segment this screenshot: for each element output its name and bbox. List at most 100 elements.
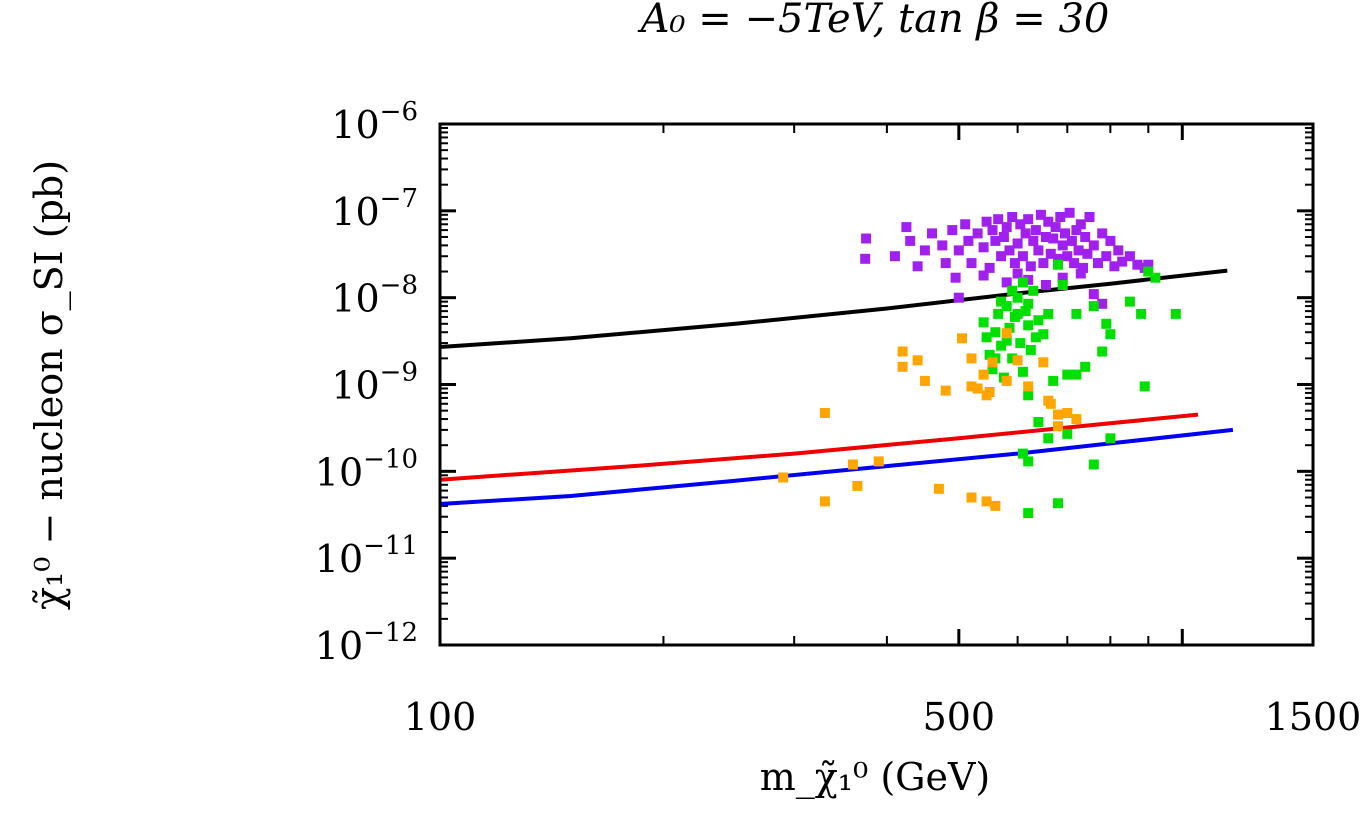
scatter-point (1001, 328, 1012, 339)
scatter-point (919, 245, 930, 256)
scatter-point (940, 258, 951, 269)
scatter-point (1105, 329, 1116, 340)
scatter-point (1025, 261, 1036, 272)
limit-curves (439, 268, 1234, 506)
scatter-point (990, 500, 1001, 511)
scatter-point (981, 496, 992, 507)
scatter-point (1139, 381, 1150, 392)
scatter-point (1055, 212, 1066, 222)
scatter-point (1028, 285, 1039, 296)
scatter-point (1078, 262, 1088, 273)
scatter-point (919, 375, 930, 386)
scatter-point (1105, 235, 1116, 246)
scatter-point (1043, 216, 1054, 227)
plot-frame (438, 122, 1315, 647)
scatter-point (1012, 308, 1023, 319)
scatter-point (897, 361, 908, 372)
x-tick-labels: 100 500 1500 (404, 695, 1362, 739)
scatter-point (981, 332, 992, 343)
scatter-point (1066, 235, 1077, 246)
scatter-point (1057, 280, 1068, 290)
scatter-point (1097, 298, 1108, 309)
scatter-point (1023, 320, 1034, 331)
scatter-point (978, 369, 989, 380)
scatter-point (1043, 308, 1054, 319)
scatter-point (993, 308, 1004, 319)
scatter-point (1023, 381, 1034, 392)
scatter-point (1060, 228, 1070, 239)
scatter-point (940, 385, 951, 396)
scatter-point (957, 333, 967, 344)
scatter-point (852, 480, 863, 491)
scatter-point (978, 270, 989, 281)
scatter-point (1038, 258, 1049, 269)
scatter-point (996, 296, 1007, 307)
scatter-point (1053, 259, 1063, 270)
scatter-point (1033, 417, 1044, 427)
scatter-point (1071, 308, 1082, 319)
scatter-point (1001, 335, 1012, 346)
scatter-point (963, 235, 974, 246)
scatter-point (953, 292, 964, 303)
scatter-point (990, 327, 1001, 338)
y-tick-label: 10−11 (315, 531, 418, 581)
scatter-point (1136, 308, 1147, 319)
scatter-point (1007, 285, 1018, 296)
scatter-point (990, 235, 1001, 246)
scatter-point (1075, 219, 1086, 230)
scatter-point (1069, 258, 1080, 269)
scatter-point (966, 258, 977, 269)
scatter-point (1101, 318, 1112, 329)
axis-ticks (438, 122, 1313, 647)
limit-curve-3 (439, 427, 1234, 506)
scatter-point (1053, 409, 1063, 420)
scatter-point (1124, 296, 1135, 307)
scatter-point (1033, 315, 1044, 326)
scatter-point (847, 459, 858, 470)
scatter-point (1084, 212, 1095, 222)
scatter-point (1035, 209, 1046, 220)
y-tick-label: 10−10 (315, 444, 418, 494)
scatter-point (1053, 421, 1063, 432)
y-tick-label: 10−9 (331, 358, 418, 408)
scatter-point (1012, 268, 1023, 279)
scatter-point (1113, 245, 1124, 256)
scatter-point (927, 228, 937, 239)
scatter-point (1062, 369, 1073, 380)
y-tick-label: 10−6 (331, 97, 418, 147)
scatter-point (860, 253, 871, 264)
scatter-point (1004, 322, 1015, 333)
y-tick-label: 10−12 (315, 618, 418, 668)
x-tick-label: 1500 (1265, 695, 1362, 739)
scatter-point (1012, 238, 1023, 249)
scatter-point (1080, 232, 1091, 242)
scatter-point (1101, 251, 1112, 262)
scatter-point (1105, 433, 1116, 444)
scatter-point (1132, 259, 1143, 270)
scatter-point (1017, 448, 1028, 459)
scatter-point (1062, 408, 1073, 418)
scatter-point (966, 381, 977, 392)
scatter-point (912, 261, 923, 272)
scatter-point (978, 317, 989, 328)
scatter-point (1023, 456, 1034, 467)
scatter-point (1015, 219, 1026, 230)
scatter-points (778, 207, 1181, 519)
scatter-point (1109, 261, 1120, 272)
scatter-point (1017, 277, 1028, 288)
scatter-point (1040, 280, 1051, 290)
scatter-point (1009, 258, 1020, 269)
scatter-point (1057, 240, 1068, 251)
scatter-point (972, 383, 983, 394)
scatter-point (1088, 459, 1099, 470)
y-tick-labels: 10−12 10−11 10−10 10−9 10−8 10−7 10−6 (315, 97, 418, 668)
scatter-point (987, 225, 998, 236)
scatter-series-3 (778, 328, 1082, 511)
scatter-point (1007, 212, 1018, 222)
scatter-point (1048, 375, 1059, 386)
scatter-point (1023, 508, 1034, 519)
scatter-point (819, 408, 830, 418)
scatter-point (1001, 301, 1012, 312)
scatter-point (1012, 355, 1023, 366)
